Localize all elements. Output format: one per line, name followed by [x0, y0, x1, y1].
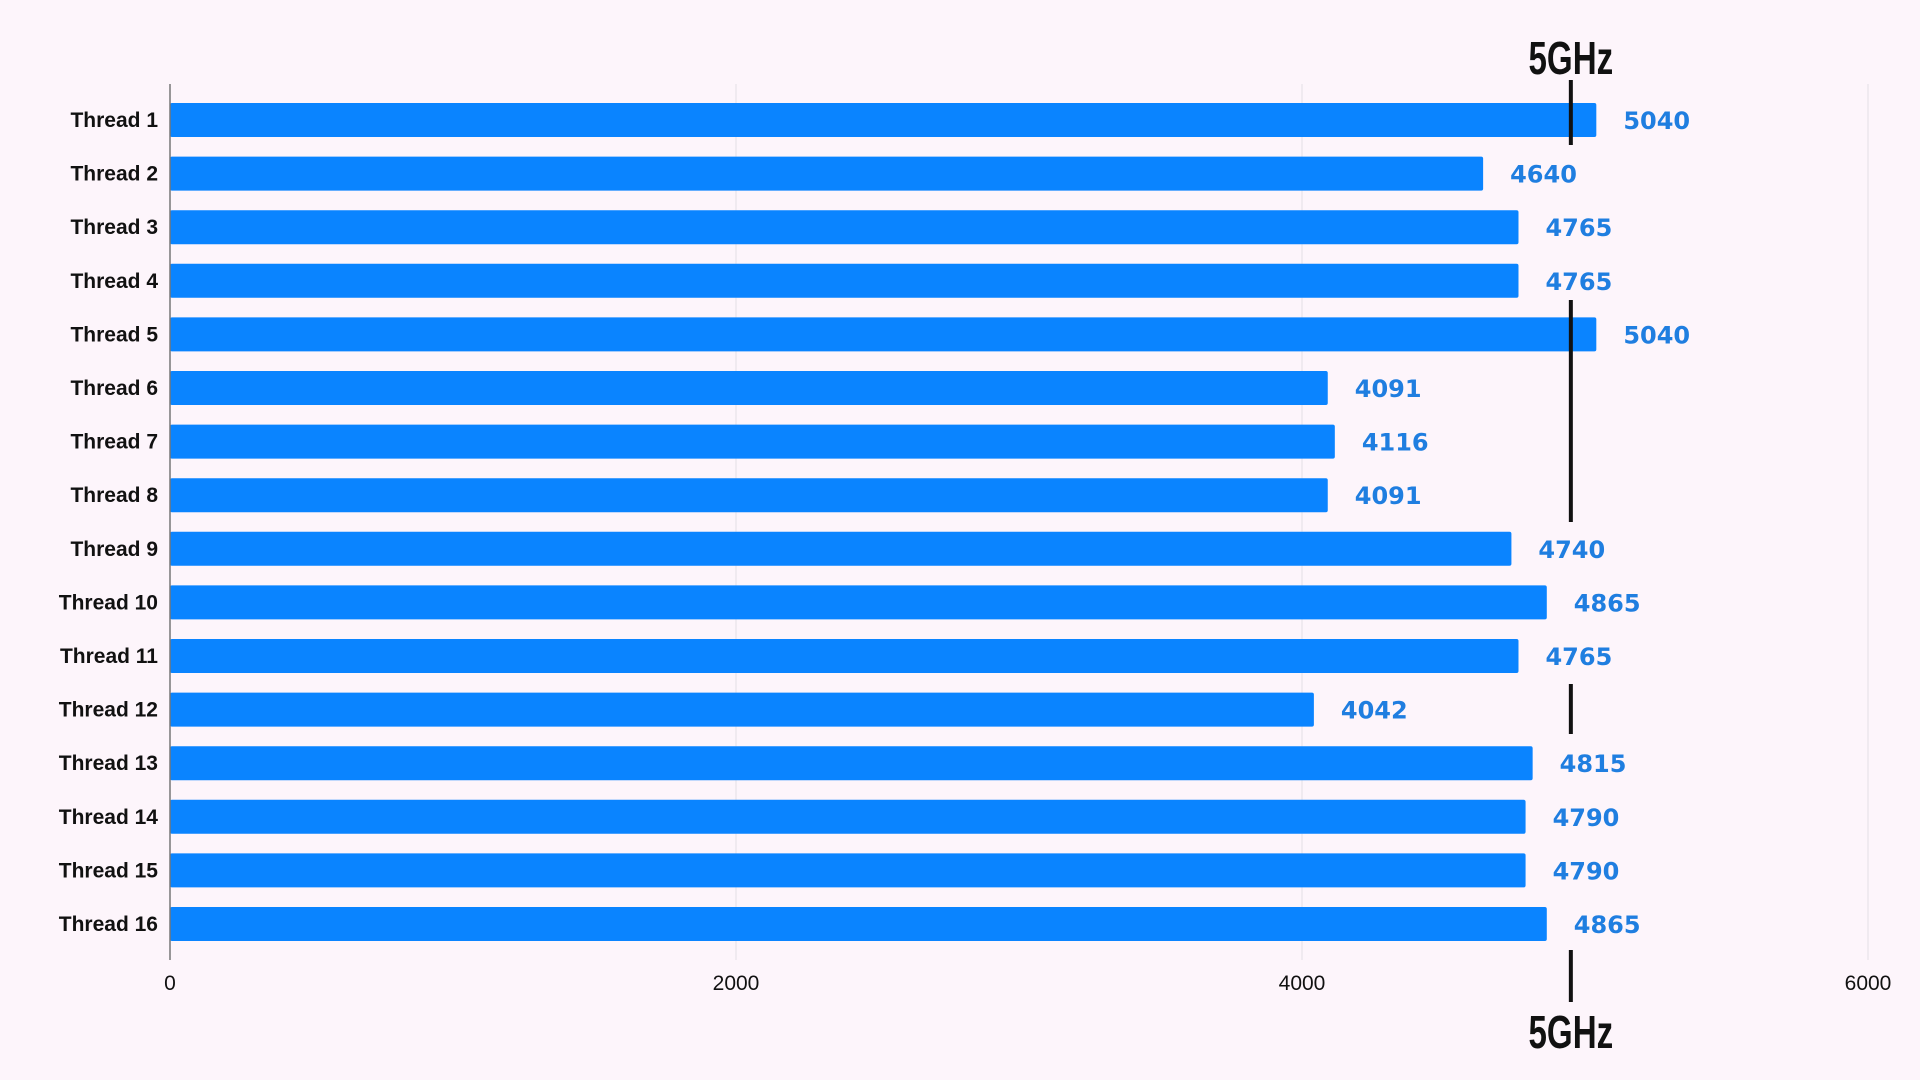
value-label: 4042 [1341, 697, 1408, 725]
category-label: Thread 15 [59, 859, 159, 882]
category-label: Thread 7 [70, 431, 158, 454]
category-label: Thread 13 [59, 752, 158, 775]
category-label: Thread 12 [59, 699, 158, 722]
value-label: 4815 [1560, 750, 1627, 778]
bar [170, 210, 1519, 245]
bar [170, 424, 1335, 459]
category-label: Thread 5 [70, 323, 158, 346]
value-label: 4091 [1355, 482, 1422, 510]
value-label: 4790 [1553, 857, 1620, 885]
bar [170, 907, 1547, 941]
x-tick-label: 2000 [713, 972, 760, 995]
value-label: 4640 [1510, 161, 1577, 189]
x-tick-label: 6000 [1845, 972, 1892, 995]
value-label: 4091 [1355, 375, 1422, 403]
bar [170, 263, 1519, 298]
category-label: Thread 16 [59, 913, 158, 936]
bar [170, 692, 1314, 727]
value-label: 4740 [1538, 536, 1605, 564]
bar [170, 799, 1526, 834]
category-label: Thread 3 [70, 216, 158, 239]
value-label: 4790 [1553, 804, 1620, 832]
bar [170, 853, 1526, 888]
value-label: 5040 [1623, 107, 1690, 135]
category-label: Thread 8 [70, 484, 158, 507]
bar [170, 639, 1519, 673]
bar [170, 103, 1597, 137]
bar [170, 746, 1533, 781]
bar [170, 371, 1328, 405]
value-label: 4116 [1362, 429, 1429, 457]
value-label: 4765 [1545, 643, 1612, 671]
bar [170, 478, 1328, 513]
value-label: 4865 [1574, 911, 1641, 939]
reference-marker: 5GHz 5GHz [1529, 34, 1614, 1058]
value-labels: 5040 4640 4765 4765 5040 4091 4116 4091 4740 4865… [1341, 107, 1690, 939]
value-label: 5040 [1623, 321, 1690, 349]
x-tick-label: 0 [164, 972, 176, 995]
category-label: Thread 14 [59, 806, 159, 829]
reference-label-top: 5GHz [1529, 34, 1614, 84]
bar [170, 156, 1484, 191]
category-label: Thread 1 [70, 109, 158, 132]
x-tick-labels: 0 2000 4000 6000 [164, 972, 1891, 995]
category-label: Thread 9 [70, 538, 158, 561]
x-tick-label: 4000 [1279, 972, 1326, 995]
value-label: 4765 [1545, 268, 1612, 296]
bar [170, 317, 1597, 352]
reference-label-bottom: 5GHz [1529, 1008, 1614, 1058]
category-label: Thread 4 [70, 270, 158, 293]
value-label: 4865 [1574, 589, 1641, 617]
category-labels: Thread 1 Thread 2 Thread 3 Thread 4 Thread 5… [59, 109, 159, 936]
category-label: Thread 10 [59, 591, 158, 614]
bars [170, 103, 1597, 941]
category-label: Thread 11 [60, 645, 158, 668]
value-label: 4765 [1545, 214, 1612, 242]
bar [170, 531, 1512, 566]
bar [170, 585, 1547, 620]
category-label: Thread 6 [70, 377, 158, 400]
category-label: Thread 2 [70, 163, 158, 186]
